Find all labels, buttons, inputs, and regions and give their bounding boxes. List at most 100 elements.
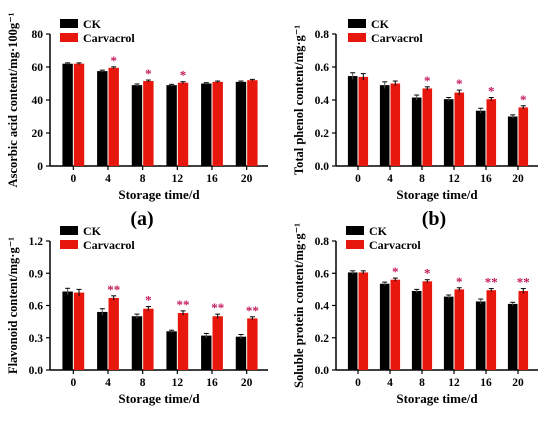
y-tick-label: 20 [32,128,44,140]
bar-carvacrol [358,272,369,370]
bar-ck [475,110,486,166]
x-tick-label: 12 [172,173,184,185]
bar-ck [507,303,518,370]
significance-marker: * [180,68,187,83]
bar-ck [62,291,73,370]
x-tick-label: 20 [241,377,253,389]
x-tick-label: 16 [480,377,492,389]
x-tick-label: 20 [512,377,524,389]
x-tick-label: 12 [172,377,184,389]
bar-ck [201,335,212,370]
significance-marker: ** [107,282,120,297]
significance-marker: * [424,266,431,281]
significance-marker: * [456,274,463,289]
x-tick-label: 12 [448,173,460,185]
x-tick-label: 20 [241,173,253,185]
panel-label: (b) [422,208,446,230]
significance-marker: * [424,73,431,88]
panel-label: (a) [130,208,153,230]
y-tick-label: 40 [32,95,44,107]
legend-swatch-carvacrol [348,33,366,42]
x-tick-label: 4 [387,377,393,389]
bar-ck [62,63,73,167]
chart-panel-3: 0.0 0.3 0.6 0.9 1.2 0 4 ** 8 * 12 ** 16 ** 20 ** Storage… [6,224,268,447]
y-tick-label: 0.3 [29,333,44,345]
legend-swatch-ck [60,19,78,28]
bar-ck [379,283,390,370]
bar-ck [475,301,486,370]
x-axis-label: Storage time/d [118,187,200,202]
significance-marker: ** [246,303,259,318]
y-tick-label: 0.8 [315,236,330,248]
bar-carvacrol [518,107,529,166]
y-tick-label: 80 [32,29,44,41]
significance-marker: ** [211,300,224,315]
x-tick-label: 16 [480,173,492,185]
bar-carvacrol [108,297,119,370]
bar-ck [443,99,454,166]
legend-swatch-ck [348,19,366,28]
bar-ck [443,296,454,370]
bar-ck [507,116,518,166]
significance-marker: * [520,92,527,107]
bar-carvacrol [73,292,85,370]
x-tick-label: 4 [105,377,111,389]
x-tick-label: 0 [355,173,361,185]
bar-carvacrol [247,318,258,370]
x-tick-label: 8 [140,173,146,185]
x-tick-label: 16 [206,377,218,389]
bar-ck [235,336,247,370]
bar-ck [347,272,358,370]
legend-swatch-ck [346,226,364,235]
legend-label: CK [83,17,102,31]
x-tick-label: 20 [512,173,524,185]
significance-marker: * [145,293,152,308]
y-tick-label: 0.6 [29,301,44,313]
y-tick-label: 0.0 [29,365,44,377]
legend-swatch-carvacrol [60,33,78,42]
y-tick-label: 0.2 [315,333,330,345]
y-tick-label: 0.6 [315,62,330,74]
legend-swatch-carvacrol [60,240,78,249]
x-tick-label: 12 [448,377,460,389]
bar-carvacrol [518,290,529,370]
bar-ck [166,85,177,166]
bar-ck [131,316,143,370]
bar-ck [411,290,422,370]
bar-carvacrol [177,82,189,166]
y-tick-label: 1.2 [29,236,44,248]
legend-swatch-carvacrol [346,240,364,249]
legend-label: CK [371,17,390,31]
y-axis-label: Soluble protein content/mg·g⁻¹ [292,223,306,388]
bar-carvacrol [212,316,223,370]
legend-label: Carvacrol [83,31,135,45]
x-tick-label: 0 [355,377,361,389]
x-tick-label: 0 [70,173,76,185]
y-tick-label: 0.0 [315,161,330,173]
bar-carvacrol [358,76,369,166]
legend-label: Carvacrol [83,238,135,252]
chart-panel-1: 0 20 40 60 80 0 4 * 8 * 12 * 16 20 Storage time/d Ascor… [6,12,268,230]
y-axis-label: Flavonoid content/mg·g⁻¹ [6,237,20,374]
bar-ck [235,81,247,166]
bar-carvacrol [454,92,465,166]
legend-label: Carvacrol [371,31,423,45]
bar-carvacrol [390,279,401,370]
bar-carvacrol [422,88,433,166]
y-axis-label: Total phenol content/mg·g⁻¹ [292,25,306,175]
bar-carvacrol [486,290,497,370]
bar-ck [131,85,143,166]
legend-label: CK [369,224,388,238]
bar-ck [411,97,422,166]
y-tick-label: 0.2 [315,128,330,140]
x-tick-label: 0 [70,377,76,389]
significance-marker: ** [517,275,530,290]
significance-marker: ** [485,275,498,290]
bar-carvacrol [143,81,154,166]
x-tick-label: 16 [206,173,218,185]
bar-carvacrol [486,99,497,166]
y-axis-label: Ascorbic acid content/mg·100g⁻¹ [6,12,20,187]
x-tick-label: 8 [419,377,425,389]
bar-carvacrol [422,281,433,370]
